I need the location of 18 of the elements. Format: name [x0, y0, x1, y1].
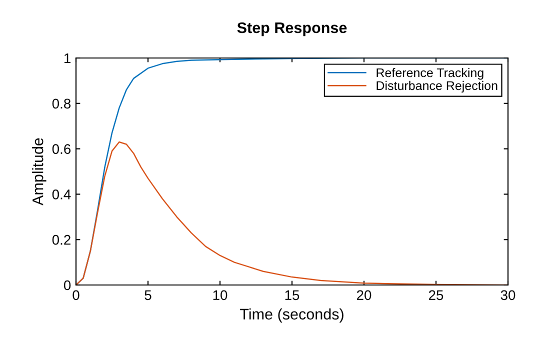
y-tick-label: 0	[64, 280, 71, 290]
y-axis-title: Amplitude	[32, 138, 46, 206]
x-axis-title: Time (seconds)	[240, 308, 344, 323]
x-tick-label: 25	[428, 290, 444, 300]
x-tick-label: 0	[72, 290, 80, 300]
x-tick-label: 15	[285, 290, 300, 300]
x-tick-label: 30	[500, 290, 516, 300]
legend-label: Reference Tracking	[376, 68, 484, 80]
y-tick-label: 0.2	[52, 234, 70, 245]
x-tick-label: 5	[144, 290, 152, 300]
legend-label: Disturbance Rejection	[376, 80, 498, 93]
y-tick-label: 0.4	[52, 190, 71, 200]
chart-title: Step Response	[237, 22, 347, 36]
y-tick-label: 0.6	[52, 144, 71, 154]
x-tick-label: 10	[213, 290, 228, 300]
y-tick-label: 1	[64, 53, 70, 64]
y-tick-label: 0.8	[52, 98, 71, 109]
x-tick-label: 20	[356, 290, 372, 300]
